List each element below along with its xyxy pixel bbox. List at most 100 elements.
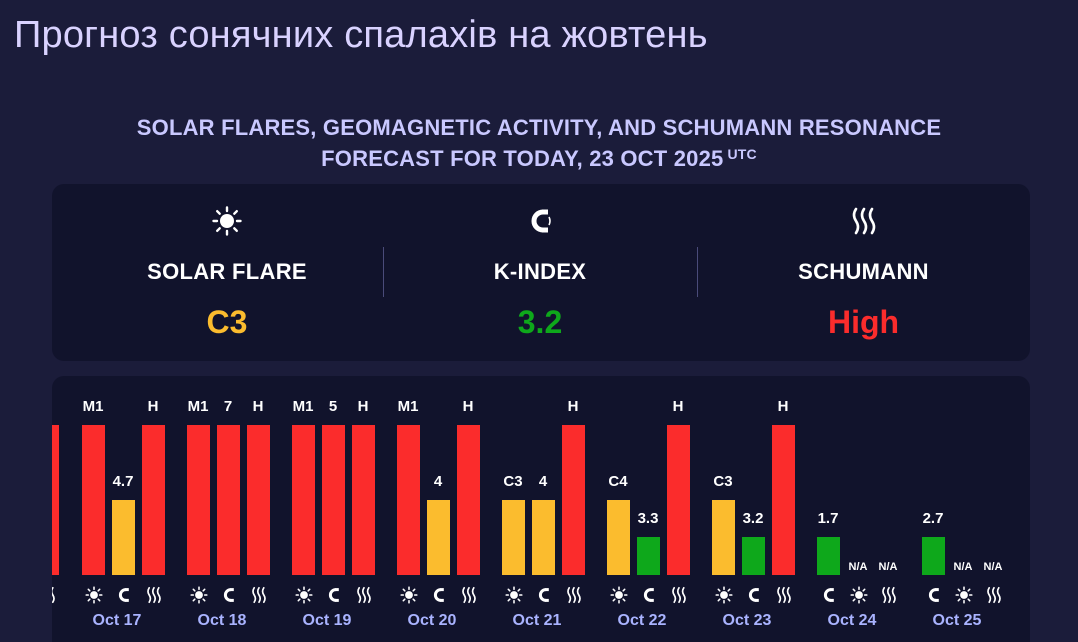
solar-flare-value: C3 bbox=[206, 304, 248, 340]
schumann-value: High bbox=[827, 304, 900, 340]
flare-bar bbox=[712, 500, 735, 575]
magnet-icon bbox=[383, 206, 697, 234]
day-date-label: Oct 19 bbox=[302, 612, 352, 629]
flare-value-label: N/A bbox=[953, 561, 973, 573]
kindex-bar bbox=[742, 537, 765, 575]
sun-icon bbox=[952, 585, 976, 605]
flare-value-label: M1 bbox=[397, 398, 419, 415]
schumann-bar bbox=[142, 425, 165, 575]
kindex-value-label: 1.7 bbox=[817, 510, 839, 527]
kindex-value-label: 4 bbox=[538, 473, 548, 490]
schumann-value-label: H bbox=[357, 398, 369, 415]
flare-value-label: M1 bbox=[82, 398, 104, 415]
day-date-label: Oct 20 bbox=[407, 612, 457, 629]
k-index-label: K-INDEX bbox=[493, 259, 587, 284]
subtitle-line-2: FORECAST FOR TODAY, 23 OCT 2025 bbox=[321, 146, 724, 171]
magnet-icon bbox=[742, 585, 766, 605]
waves-icon bbox=[352, 585, 376, 605]
day-date-label: Oct 21 bbox=[512, 612, 562, 629]
kindex-bar bbox=[637, 537, 660, 575]
day-date-label: Oct 23 bbox=[722, 612, 772, 629]
day-date-label: Oct 17 bbox=[92, 612, 142, 629]
sun-icon bbox=[712, 585, 736, 605]
k-index-value: 3.2 bbox=[517, 304, 563, 340]
kindex-value-label: 3.3 bbox=[637, 510, 659, 527]
waves-icon bbox=[772, 585, 796, 605]
sun-icon bbox=[502, 585, 526, 605]
magnet-icon bbox=[322, 585, 346, 605]
schumann-bar bbox=[247, 425, 270, 575]
flare-value-label: M1 bbox=[292, 398, 314, 415]
kindex-value-label: 3.2 bbox=[742, 510, 764, 527]
sun-icon bbox=[607, 585, 631, 605]
kindex-value-label: 5 bbox=[328, 398, 338, 415]
kindex-bar bbox=[112, 500, 135, 575]
flare-bar bbox=[292, 425, 315, 575]
day-date-label: Oct 24 bbox=[827, 612, 877, 629]
magnet-icon bbox=[217, 585, 241, 605]
schumann-value-label: H bbox=[462, 398, 474, 415]
schumann-value-label: N/A bbox=[983, 561, 1003, 573]
schumann-bar bbox=[457, 425, 480, 575]
flare-bar bbox=[187, 425, 210, 575]
sun-icon bbox=[292, 585, 316, 605]
day-date-label: Oct 22 bbox=[617, 612, 667, 629]
waves-icon bbox=[457, 585, 481, 605]
page-title: Прогноз сонячних спалахів на жовтень bbox=[14, 14, 708, 56]
sun-icon bbox=[187, 585, 211, 605]
magnet-icon bbox=[112, 585, 136, 605]
kindex-value-label: 4.7 bbox=[112, 473, 134, 490]
summary-panel: SOLAR FLARE C3 K-INDEX 3.2 SCHUMANN High bbox=[52, 184, 1030, 361]
kindex-value-label: 4 bbox=[433, 473, 443, 490]
sun-icon bbox=[52, 206, 402, 236]
waves-icon bbox=[562, 585, 586, 605]
day-date-label: Oct 25 bbox=[932, 612, 982, 629]
flare-bar bbox=[397, 425, 420, 575]
schumann-bar bbox=[562, 425, 585, 575]
magnet-icon bbox=[637, 585, 661, 605]
kindex-bar bbox=[217, 425, 240, 575]
waves-icon bbox=[52, 585, 60, 605]
kindex-bar bbox=[817, 537, 840, 575]
flare-value-label: C4 bbox=[608, 473, 628, 490]
waves-icon bbox=[247, 585, 271, 605]
kindex-bar bbox=[532, 500, 555, 575]
solar-flare-label: SOLAR FLARE bbox=[147, 259, 307, 284]
schumann-bar bbox=[52, 425, 59, 575]
schumann-value-label: H bbox=[252, 398, 264, 415]
sun-icon bbox=[397, 585, 421, 605]
schumann-value-label: H bbox=[52, 398, 59, 415]
flare-value-label: N/A bbox=[848, 561, 868, 573]
schumann-value-label: N/A bbox=[878, 561, 898, 573]
schumann-value-label: H bbox=[147, 398, 159, 415]
schumann-bar bbox=[667, 425, 690, 575]
schumann-value-label: H bbox=[777, 398, 789, 415]
kindex-bar bbox=[922, 537, 945, 575]
flare-bar bbox=[82, 425, 105, 575]
summary-divider bbox=[383, 247, 384, 297]
summary-schumann: SCHUMANN High bbox=[697, 184, 1030, 361]
utc-label: UTC bbox=[727, 146, 757, 162]
magnet-icon bbox=[817, 585, 841, 605]
schumann-bar bbox=[772, 425, 795, 575]
summary-divider bbox=[697, 247, 698, 297]
schumann-value-label: H bbox=[567, 398, 579, 415]
flare-bar bbox=[502, 500, 525, 575]
schumann-bar bbox=[352, 425, 375, 575]
kindex-value-label: 2.7 bbox=[922, 510, 944, 527]
flare-value-label: M1 bbox=[187, 398, 209, 415]
magnet-icon bbox=[427, 585, 451, 605]
sun-icon bbox=[82, 585, 106, 605]
summary-k-index: K-INDEX 3.2 bbox=[383, 184, 697, 361]
magnet-icon bbox=[532, 585, 556, 605]
timeline-track: H M1 4.7 H Oct 17 M1 7 H Oct 18 M1 5 H Oct 19 M1 4 H Oct… bbox=[52, 376, 1030, 642]
waves-icon bbox=[697, 206, 1030, 235]
flare-bar bbox=[607, 500, 630, 575]
kindex-bar bbox=[322, 425, 345, 575]
forecast-subtitle: SOLAR FLARES, GEOMAGNETIC ACTIVITY, AND … bbox=[0, 112, 1078, 174]
waves-icon bbox=[982, 585, 1006, 605]
schumann-label: SCHUMANN bbox=[798, 259, 929, 284]
summary-solar-flare: SOLAR FLARE C3 bbox=[52, 184, 402, 361]
forecast-timeline[interactable]: H M1 4.7 H Oct 17 M1 7 H Oct 18 M1 5 H Oct 19 M1 4 H Oct… bbox=[52, 376, 1030, 642]
magnet-icon bbox=[922, 585, 946, 605]
